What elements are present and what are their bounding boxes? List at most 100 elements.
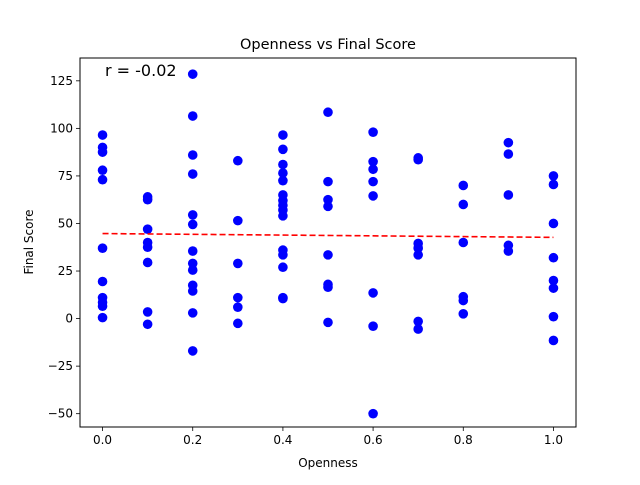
data-point (97, 165, 108, 176)
data-point (323, 107, 333, 118)
data-point (323, 194, 333, 205)
data-point (278, 159, 288, 170)
data-point (413, 243, 423, 254)
data-point (278, 175, 288, 186)
data-point (368, 164, 378, 175)
x-tick-label: 0.0 (93, 433, 112, 447)
x-tick-label: 0.4 (273, 433, 292, 447)
data-point (278, 262, 288, 273)
data-point (142, 257, 153, 268)
data-point (233, 318, 243, 329)
data-point (323, 317, 333, 328)
data-point (278, 168, 288, 178)
trend-line-layer (102, 232, 554, 239)
data-points (97, 69, 559, 419)
data-point (187, 258, 198, 269)
data-point (548, 335, 559, 346)
data-point (187, 286, 198, 296)
data-point (548, 275, 559, 286)
data-point (458, 180, 469, 191)
data-point (187, 219, 198, 230)
y-tick-label: 100 (50, 121, 73, 135)
data-point (548, 171, 559, 181)
data-point (323, 176, 333, 187)
data-point (187, 69, 198, 79)
data-point (97, 312, 108, 323)
data-point (368, 408, 378, 419)
data-point (233, 292, 243, 303)
x-tick-label: 0.6 (364, 433, 383, 447)
y-tick-label: 75 (58, 169, 73, 183)
y-tick-label: 0 (65, 312, 73, 326)
y-tick-label: 50 (58, 216, 73, 230)
data-point (503, 149, 514, 159)
data-point (548, 179, 559, 190)
data-point (458, 309, 469, 319)
data-point (97, 276, 108, 287)
trend-line (102, 232, 554, 239)
data-point (503, 246, 514, 256)
data-point (548, 283, 559, 293)
data-point (323, 250, 333, 260)
data-point (187, 150, 198, 160)
y-tick-label: −25 (48, 359, 73, 373)
x-axis-ticks: 0.0 0.2 0.4 0.6 0.8 1.0 (93, 427, 563, 447)
data-point (368, 321, 378, 331)
data-point (97, 243, 108, 254)
x-tick-label: 1.0 (544, 433, 563, 447)
data-point (278, 250, 288, 260)
data-point (97, 147, 108, 157)
data-point (368, 156, 378, 167)
correlation-annotation: r = -0.02 (105, 61, 177, 80)
y-tick-label: 25 (58, 264, 73, 278)
data-point (368, 127, 378, 137)
data-point (368, 176, 378, 187)
data-point (413, 250, 423, 260)
data-point (142, 224, 153, 234)
data-point (458, 295, 469, 306)
data-point (233, 155, 243, 166)
data-point (187, 169, 198, 179)
data-point (458, 237, 469, 248)
data-point (548, 218, 559, 229)
y-tick-label: 125 (50, 74, 73, 88)
data-point (278, 293, 288, 304)
data-point (413, 154, 423, 165)
data-point (278, 211, 288, 221)
data-point (413, 316, 423, 327)
x-axis-label: Openness (298, 456, 358, 470)
data-point (142, 242, 153, 253)
x-tick-label: 0.8 (454, 433, 473, 447)
data-point (503, 190, 514, 200)
x-tick-label: 0.2 (183, 433, 202, 447)
y-axis-ticks: −50 −25 0 25 50 75 100 125 (48, 74, 80, 421)
data-point (278, 144, 288, 155)
data-point (233, 302, 243, 312)
data-point (187, 246, 198, 256)
data-point (548, 311, 559, 322)
data-point (187, 265, 198, 275)
data-point (413, 324, 423, 334)
y-tick-label: −50 (48, 407, 73, 421)
data-point (187, 308, 198, 318)
data-point (142, 319, 153, 330)
data-point (323, 282, 333, 292)
data-point (187, 210, 198, 220)
chart-title: Openness vs Final Score (240, 37, 416, 53)
data-point (368, 288, 378, 298)
data-point (323, 201, 333, 212)
data-point (368, 191, 378, 201)
data-point (278, 130, 288, 140)
data-point (97, 130, 108, 140)
data-point (187, 111, 198, 121)
data-point (233, 215, 243, 226)
data-point (97, 174, 108, 185)
data-point (142, 194, 153, 205)
data-point (548, 252, 559, 263)
y-axis-label: Final Score (22, 209, 36, 274)
data-point (233, 258, 243, 269)
data-point (458, 199, 469, 210)
data-point (503, 137, 514, 148)
